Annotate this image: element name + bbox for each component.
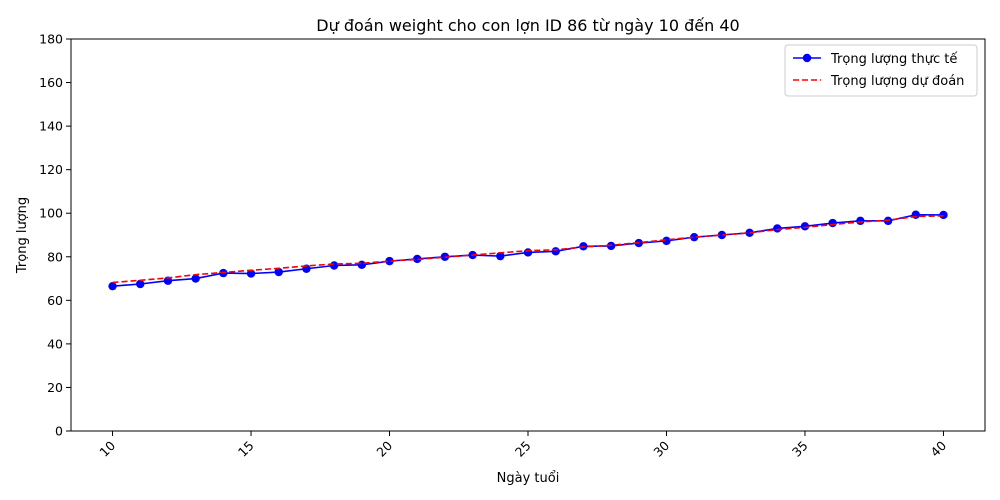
data-point-actual bbox=[136, 279, 145, 289]
data-point-actual bbox=[773, 224, 782, 233]
data-point-actual bbox=[329, 261, 339, 270]
legend-label-actual: Trọng lượng thực tế bbox=[830, 52, 957, 67]
x-tick-label: 10 bbox=[96, 438, 118, 460]
data-point-actual bbox=[523, 248, 533, 257]
data-point-actual bbox=[717, 230, 727, 240]
x-tick-label: 35 bbox=[789, 438, 811, 460]
y-tick-label: 100 bbox=[39, 206, 63, 221]
legend-marker-actual bbox=[802, 53, 812, 63]
data-point-actual bbox=[496, 251, 505, 261]
data-point-actual bbox=[828, 218, 837, 228]
y-tick-label: 20 bbox=[47, 380, 63, 395]
data-point-actual bbox=[551, 247, 560, 256]
y-tick-label: 120 bbox=[39, 162, 63, 177]
data-point-actual bbox=[191, 274, 200, 283]
x-axis-label: Ngày tuổi bbox=[497, 471, 560, 486]
data-point-actual bbox=[662, 236, 671, 246]
data-point-actual bbox=[274, 267, 283, 277]
chart-title: Dự đoán weight cho con lợn ID 86 từ ngày… bbox=[316, 16, 739, 35]
data-point-actual bbox=[800, 222, 810, 231]
data-point-actual bbox=[413, 254, 422, 264]
y-tick-label: 80 bbox=[47, 249, 63, 264]
data-point-actual bbox=[939, 210, 948, 220]
x-tick-label: 40 bbox=[927, 438, 949, 460]
plot-series bbox=[108, 210, 948, 291]
x-tick-label: 30 bbox=[650, 438, 672, 460]
y-axis-ticks: 0 20 40 60 80 100 120 140 160 180 bbox=[39, 32, 71, 439]
x-tick-label: 25 bbox=[512, 438, 534, 460]
data-point-actual bbox=[385, 256, 394, 266]
y-tick-label: 140 bbox=[39, 119, 63, 134]
data-point-actual bbox=[357, 260, 367, 270]
x-axis-ticks: 10 15 20 25 30 35 40 bbox=[96, 431, 949, 460]
plot-area bbox=[71, 39, 985, 431]
legend-box bbox=[784, 44, 978, 97]
y-axis-label: Trọng lượng bbox=[15, 197, 30, 274]
y-tick-label: 160 bbox=[39, 75, 63, 90]
data-point-actual bbox=[856, 216, 865, 226]
data-point-actual bbox=[246, 269, 256, 278]
y-tick-label: 40 bbox=[47, 336, 63, 351]
data-point-actual bbox=[163, 276, 173, 285]
legend: Trọng lượng thực tế Trọng lượng dự đoán bbox=[784, 44, 978, 97]
y-tick-label: 60 bbox=[47, 293, 63, 308]
x-tick-label: 20 bbox=[373, 438, 395, 460]
series-line-predicted bbox=[112, 215, 944, 284]
y-tick-label: 0 bbox=[55, 424, 63, 439]
data-point-actual bbox=[108, 281, 117, 291]
x-tick-label: 15 bbox=[235, 438, 257, 460]
data-point-actual bbox=[689, 232, 699, 242]
legend-label-predicted: Trọng lượng dự đoán bbox=[830, 74, 964, 89]
y-tick-label: 180 bbox=[39, 32, 63, 47]
